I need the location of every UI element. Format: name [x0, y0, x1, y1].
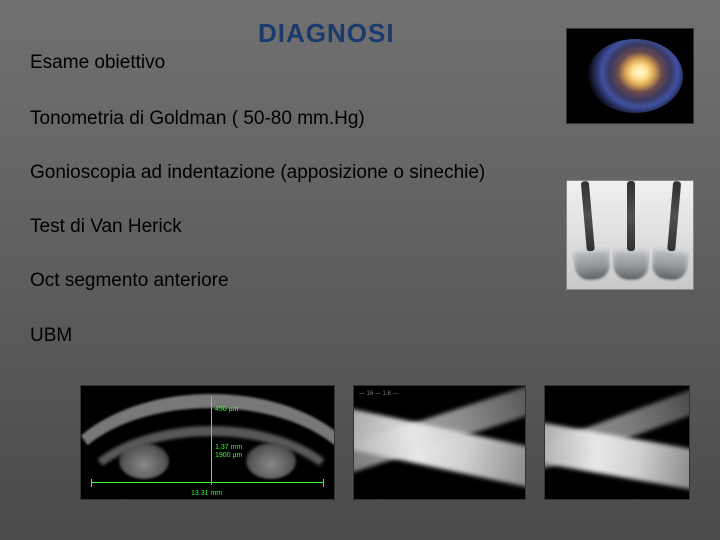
oct-label-top: 450 µm: [215, 406, 239, 413]
image-oct-scan: 450 µm 1.37 mm 1900 µm 13.31 mm: [80, 385, 335, 500]
oct-label-bottom: 13.31 mm: [191, 490, 222, 497]
item-tonometria: Tonometria di Goldman ( 50-80 mm.Hg): [30, 108, 365, 130]
item-ubm: UBM: [30, 325, 72, 347]
item-esame: Esame obiettivo: [30, 52, 165, 74]
bottom-image-row: 450 µm 1.37 mm 1900 µm 13.31 mm — 16 — 1…: [80, 385, 690, 500]
item-oct: Oct segmento anteriore: [30, 270, 229, 292]
image-ubm-scan-2: [544, 385, 690, 500]
image-slit-lamp: [566, 28, 694, 124]
item-gonioscopia: Gonioscopia ad indentazione (apposizione…: [30, 162, 485, 184]
slide-title: DIAGNOSI: [258, 18, 395, 49]
image-gonio-lenses: [566, 180, 694, 290]
oct-label-mid: 1.37 mm 1900 µm: [215, 444, 242, 459]
item-van-herick: Test di Van Herick: [30, 216, 182, 238]
image-ubm-scan-1: — 16 — 1.6 —: [353, 385, 526, 500]
